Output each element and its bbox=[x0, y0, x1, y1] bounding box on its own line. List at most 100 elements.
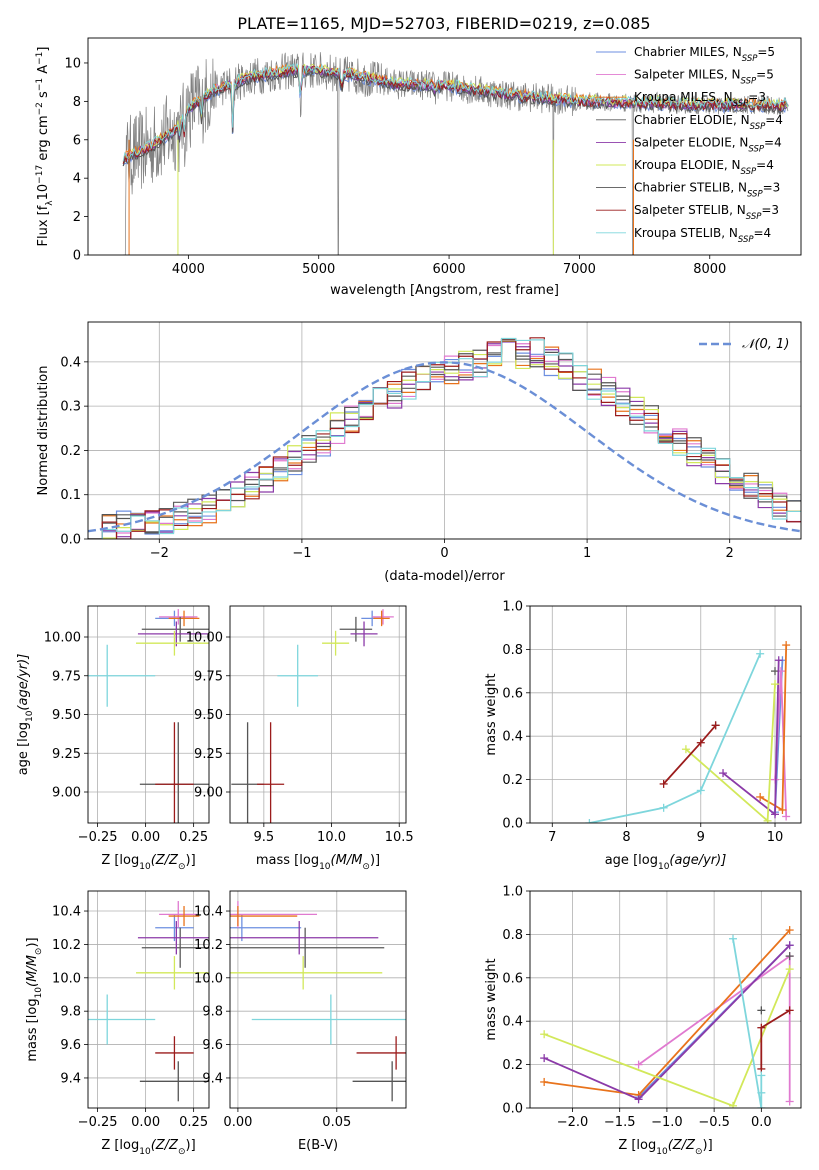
x-tick-label: 0.05 bbox=[322, 1115, 351, 1130]
label-part: (Z/Z bbox=[151, 853, 179, 868]
age-weight-plot-area bbox=[530, 606, 801, 823]
y-tick-label: 0.4 bbox=[502, 1015, 523, 1030]
label-part: 10 bbox=[658, 862, 670, 872]
y-tick-label: 0 bbox=[73, 249, 81, 264]
legend-entry: Salpeter STELIB, NSSP=3 bbox=[634, 203, 779, 222]
label-part: (Z/Z bbox=[151, 1138, 179, 1153]
label-part: −1 bbox=[35, 78, 45, 91]
residual-histogram bbox=[88, 339, 801, 539]
legend-n: =5 bbox=[757, 45, 775, 59]
y-tick-label: 9.50 bbox=[194, 708, 223, 723]
legend-entry: Kroupa STELIB, NSSP=4 bbox=[634, 226, 771, 245]
legend-n: =3 bbox=[763, 181, 781, 195]
x-tick-label: 10.5 bbox=[385, 830, 414, 845]
spectrum-plot-area bbox=[122, 52, 789, 255]
y-tick-label: 10.0 bbox=[194, 971, 223, 986]
residuals-frame bbox=[87, 321, 802, 540]
mass-age-plot-area bbox=[230, 606, 406, 823]
y-tick-label: 10 bbox=[64, 56, 81, 71]
label-part: ⊙ bbox=[178, 1147, 186, 1157]
legend-entry: Chabrier ELODIE, NSSP=4 bbox=[634, 113, 783, 132]
Z-mass-ylabel: mass [log10(M/M⊙)] bbox=[25, 937, 44, 1061]
legend-sub: SSP bbox=[733, 99, 749, 109]
legend-entry: Salpeter MILES, NSSP=5 bbox=[634, 68, 774, 87]
y-tick-label: 9.8 bbox=[60, 1005, 81, 1020]
Z-age-frame bbox=[87, 605, 210, 824]
legend-label: Kroupa MILES, N bbox=[634, 90, 733, 104]
legend-sub: SSP bbox=[747, 190, 763, 200]
y-tick-label: 10.2 bbox=[52, 938, 81, 953]
ebv-mass-plot-area bbox=[230, 891, 406, 1108]
legend-n: =3 bbox=[748, 90, 766, 104]
legend-n: =5 bbox=[756, 68, 774, 82]
label-part: (Z/Z bbox=[668, 1138, 696, 1153]
y-tick-label: 10.00 bbox=[186, 631, 223, 646]
label-part: −1 bbox=[35, 52, 45, 65]
age-weight-frame bbox=[529, 605, 802, 824]
residuals-xlabel: (data-model)/error bbox=[384, 569, 505, 584]
label-part: 10 bbox=[25, 710, 35, 722]
x-tick-label: 8 bbox=[622, 830, 630, 845]
label-part: (age/yr)] bbox=[669, 853, 726, 868]
label-part: A bbox=[36, 65, 51, 78]
label-part: )] bbox=[703, 1138, 713, 1153]
label-part: ] bbox=[36, 47, 51, 52]
label-part: mass [log bbox=[25, 998, 40, 1061]
y-tick-label: 0.0 bbox=[502, 817, 523, 832]
x-tick-label: −1.0 bbox=[651, 1115, 683, 1130]
y-tick-label: 0.2 bbox=[60, 444, 81, 459]
label-part: λ bbox=[45, 200, 55, 206]
y-tick-label: 2 bbox=[73, 210, 81, 225]
Z-weight-frame bbox=[529, 890, 802, 1109]
legend-label: Chabrier STELIB, N bbox=[634, 181, 747, 195]
y-tick-label: 9.8 bbox=[202, 1005, 223, 1020]
y-tick-label: 6 bbox=[73, 133, 81, 148]
x-tick-label: 0.0 bbox=[751, 1115, 772, 1130]
legend-n: =4 bbox=[764, 135, 782, 149]
y-tick-label: 10.4 bbox=[52, 905, 81, 920]
x-tick-label: 0.00 bbox=[131, 830, 160, 845]
legend-n: =4 bbox=[765, 113, 783, 127]
y-tick-label: 9.6 bbox=[60, 1038, 81, 1053]
residual-histogram bbox=[88, 340, 801, 539]
ebv-mass-frame bbox=[229, 890, 407, 1109]
legend-n: =3 bbox=[761, 203, 779, 217]
x-tick-label: 4000 bbox=[172, 262, 205, 277]
y-tick-label: 9.25 bbox=[194, 747, 223, 762]
x-tick-label: 7 bbox=[548, 830, 556, 845]
legend-sub: SSP bbox=[748, 144, 764, 154]
label-part: (M/M bbox=[25, 955, 40, 987]
x-tick-label: 0.25 bbox=[179, 830, 208, 845]
legend-sub: SSP bbox=[738, 235, 754, 245]
weight-line bbox=[685, 684, 776, 823]
weight-line bbox=[732, 938, 763, 1108]
normal-curve bbox=[88, 361, 801, 533]
label-part: Z [log bbox=[101, 853, 139, 868]
age-weight-ylabel: mass weight bbox=[484, 673, 499, 755]
y-tick-label: 0.8 bbox=[502, 928, 523, 943]
ebv-mass-xlabel: E(B-V) bbox=[298, 1138, 338, 1153]
x-tick-label: 5000 bbox=[302, 262, 335, 277]
residuals-ylabel: Normed distribution bbox=[36, 366, 51, 496]
spectrum-xlabel: wavelength [Angstrom, rest frame] bbox=[330, 283, 559, 298]
label-part: erg cm bbox=[36, 115, 51, 164]
x-tick-label: −1 bbox=[292, 546, 311, 561]
x-tick-label: −2.0 bbox=[557, 1115, 589, 1130]
label-part: mass [log bbox=[256, 853, 319, 868]
label-part: Z [log bbox=[618, 1138, 656, 1153]
label-part: )] bbox=[370, 853, 380, 868]
residual-histogram bbox=[88, 339, 801, 539]
y-tick-label: 10.00 bbox=[44, 631, 81, 646]
legend-entry: Kroupa ELODIE, NSSP=4 bbox=[634, 158, 774, 177]
y-tick-label: 0.6 bbox=[502, 971, 523, 986]
x-tick-label: 0 bbox=[440, 546, 448, 561]
label-part: )] bbox=[186, 1138, 196, 1153]
y-tick-label: 0.8 bbox=[502, 643, 523, 658]
Z-mass-plot-area bbox=[88, 891, 209, 1108]
normal-legend-label: 𝒩(0, 1) bbox=[742, 337, 789, 352]
y-tick-label: 9.00 bbox=[52, 786, 81, 801]
label-part: 10 bbox=[319, 862, 331, 872]
label-part: 10 bbox=[34, 987, 44, 999]
y-tick-label: 9.75 bbox=[194, 669, 223, 684]
legend-sub: SSP bbox=[742, 54, 758, 64]
